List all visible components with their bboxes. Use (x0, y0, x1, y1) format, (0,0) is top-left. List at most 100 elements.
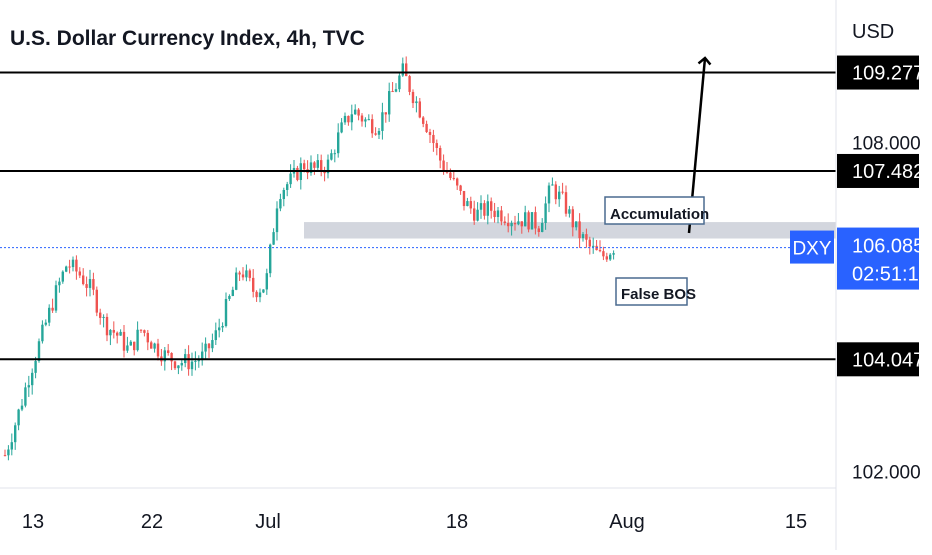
level-lines (0, 71, 836, 361)
candle-body (585, 234, 588, 240)
candle-body (571, 209, 574, 228)
candle-body (388, 91, 391, 115)
last-price-value: 106.085 (852, 236, 924, 258)
candle-body (605, 256, 608, 260)
candle-body (554, 184, 557, 200)
candle-body (20, 405, 24, 410)
candle-body (194, 360, 197, 362)
candle-body (354, 109, 357, 115)
candle-body (337, 132, 340, 154)
annotation-false-bos-text: False BOS (621, 286, 696, 303)
candle-body (296, 167, 299, 180)
x-tick-label: 15 (785, 511, 807, 533)
candle-body (435, 143, 438, 148)
candle-body (568, 209, 571, 214)
candle-body (150, 342, 153, 349)
candle-body (333, 153, 336, 155)
candle-body (190, 361, 194, 370)
candle-body (547, 185, 551, 204)
candle-body (371, 119, 374, 134)
candle-body (408, 76, 411, 92)
candle-body (92, 279, 95, 290)
candle-body (500, 210, 503, 222)
candle-body (405, 63, 408, 77)
candle-body (173, 361, 177, 369)
chart-title: U.S. Dollar Currency Index, 4h, TVC (10, 27, 365, 50)
candle-body (530, 212, 534, 230)
candle-body (347, 115, 350, 123)
candle-body (7, 449, 10, 456)
candle-body (275, 208, 279, 233)
candle-body (139, 329, 143, 331)
y-tick-label: 108.000 (852, 134, 921, 155)
candle-body (612, 253, 615, 255)
candle-body (425, 123, 428, 133)
candle-body (493, 210, 496, 217)
candle-body (71, 259, 75, 268)
candle-body (54, 285, 58, 311)
candle-body (357, 109, 360, 116)
candle-body (3, 455, 7, 457)
candle-body (146, 332, 149, 343)
candle-body (476, 209, 479, 221)
price-axis[interactable]: 109.277 107.482 104.047 108.000 102.000 (837, 55, 924, 484)
candle-body (537, 228, 540, 232)
x-tick-label: 18 (446, 511, 468, 533)
candle-body (136, 329, 139, 351)
candle-body (578, 221, 581, 239)
last-price-labels: DXY 106.085 02:51:19 (790, 227, 930, 290)
candle-body (143, 330, 146, 333)
candle-body (575, 221, 578, 228)
candle-body (51, 307, 54, 311)
candle-body (163, 350, 166, 362)
candle-body (248, 270, 251, 278)
candle-body (14, 425, 17, 443)
time-axis[interactable]: 13 22 Jul 18 Aug 15 (22, 511, 807, 533)
x-tick-label: Aug (609, 511, 645, 533)
candle-body (398, 75, 401, 90)
candle-body (415, 101, 418, 104)
candle-body (527, 212, 530, 230)
candle-body (401, 63, 404, 76)
candle-body (75, 259, 78, 272)
candle-body (360, 115, 364, 122)
candle-body (320, 160, 323, 171)
candle-body (211, 340, 214, 349)
candle-body (214, 330, 217, 341)
bar-countdown: 02:51:19 (852, 264, 930, 286)
currency-label: USD (852, 21, 894, 43)
level-badge-text: 104.047 (852, 349, 924, 371)
annotation-false-bos: False BOS (615, 277, 696, 306)
candle-body (27, 385, 30, 388)
candle-body (326, 159, 330, 174)
candle-body (449, 172, 452, 178)
candle-body (31, 372, 34, 386)
candle-body (418, 101, 421, 118)
x-tick-label: 13 (22, 511, 44, 533)
candle-body (340, 122, 343, 133)
candle-body (126, 345, 129, 351)
candle-body (129, 341, 132, 346)
candle-body (350, 114, 353, 123)
annotation-accumulation-text: Accumulation (610, 206, 709, 223)
candle-body (235, 272, 238, 290)
last-price-badge (837, 227, 919, 290)
candle-body (218, 327, 221, 331)
candle-body (241, 274, 245, 278)
candle-body (17, 409, 20, 426)
annotation-accumulation-box (604, 196, 705, 225)
candle-body (170, 353, 173, 362)
x-tick-label: 22 (141, 511, 163, 533)
candle-body (180, 363, 183, 366)
candle-body (364, 119, 367, 122)
candle-body (581, 234, 585, 239)
candle-body (245, 270, 248, 278)
candle-body (473, 208, 476, 221)
candle-body (377, 130, 381, 135)
candle-body (466, 201, 469, 207)
level-badge-text: 107.482 (852, 161, 924, 183)
candle-body (367, 119, 370, 121)
plot-area[interactable] (0, 0, 836, 488)
